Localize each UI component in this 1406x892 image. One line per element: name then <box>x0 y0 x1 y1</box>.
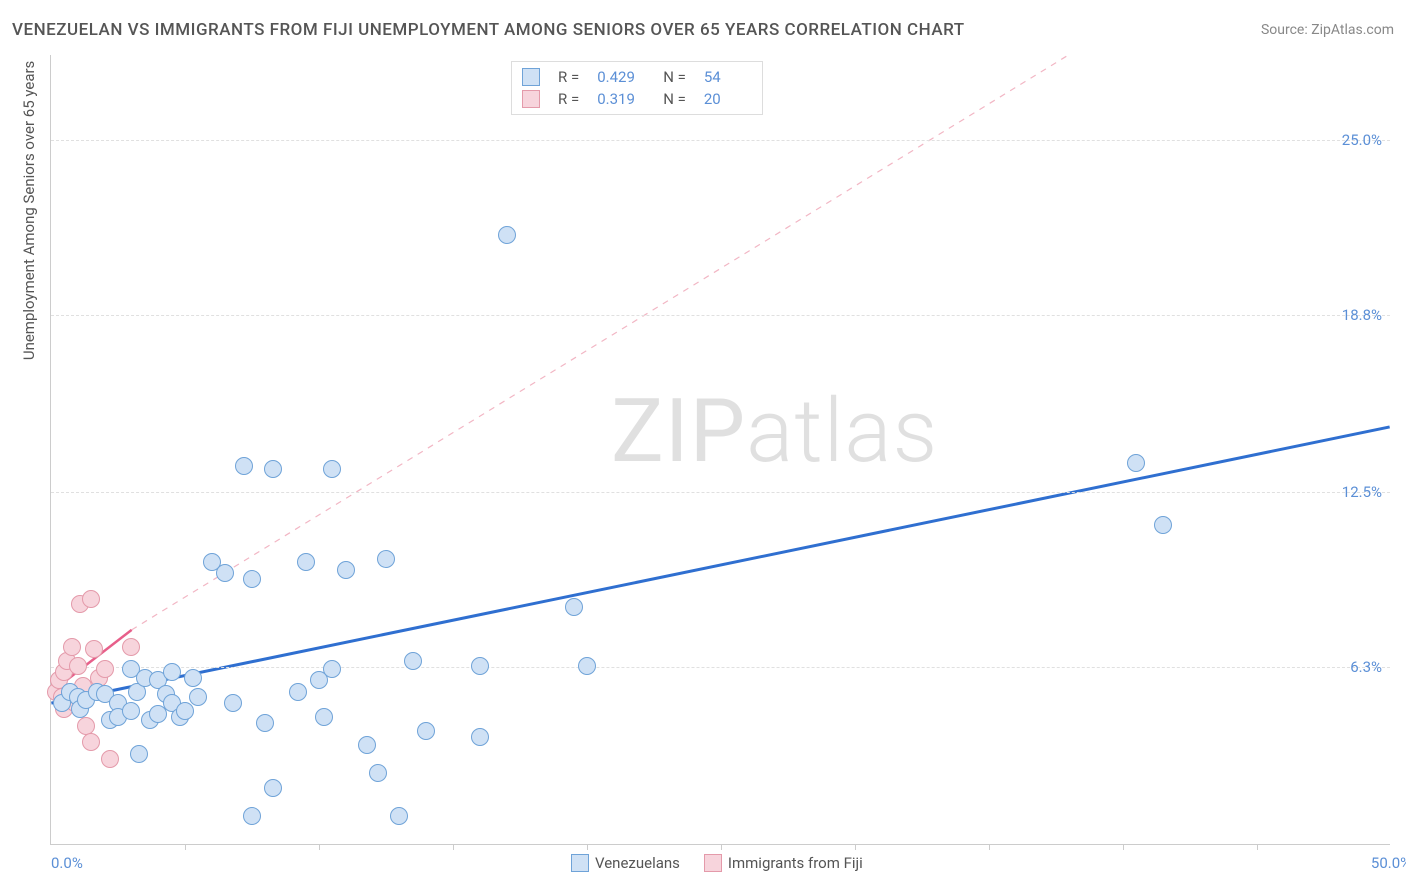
data-point <box>498 226 516 244</box>
stats-swatch-pink <box>522 90 540 108</box>
data-point <box>82 590 100 608</box>
data-point <box>264 779 282 797</box>
data-point <box>256 714 274 732</box>
data-point <box>377 550 395 568</box>
data-point <box>96 660 114 678</box>
data-point <box>578 657 596 675</box>
legend-swatch-blue <box>571 854 589 872</box>
r-value: 0.429 <box>597 68 645 86</box>
data-point <box>101 750 119 768</box>
y-tick-label: 18.8% <box>1342 306 1382 324</box>
x-tick <box>587 844 588 850</box>
data-point <box>243 807 261 825</box>
x-tick <box>721 844 722 850</box>
data-point <box>163 663 181 681</box>
data-point <box>369 764 387 782</box>
data-point <box>337 561 355 579</box>
x-tick <box>1257 844 1258 850</box>
watermark-atlas: atlas <box>746 380 938 483</box>
data-point <box>323 460 341 478</box>
legend-swatch-pink <box>704 854 722 872</box>
data-point <box>63 638 81 656</box>
x-tick-label: 50.0% <box>1371 854 1406 872</box>
gridline-h <box>51 315 1390 316</box>
x-tick-label: 0.0% <box>51 854 83 872</box>
n-value: 20 <box>704 90 752 108</box>
chart-title: VENEZUELAN VS IMMIGRANTS FROM FIJI UNEMP… <box>12 20 965 40</box>
watermark-zip: ZIP <box>611 380 746 483</box>
data-point <box>77 717 95 735</box>
data-point <box>176 702 194 720</box>
data-point <box>1154 516 1172 534</box>
watermark: ZIPatlas <box>611 380 938 483</box>
gridline-h <box>51 492 1390 493</box>
stats-row: R = 0.319 N = 20 <box>522 88 752 110</box>
n-label: N = <box>663 68 686 86</box>
data-point <box>122 638 140 656</box>
data-point <box>390 807 408 825</box>
data-point <box>235 457 253 475</box>
trend-lines <box>51 55 1390 844</box>
y-tick-label: 25.0% <box>1342 131 1382 149</box>
data-point <box>323 660 341 678</box>
stats-swatch-blue <box>522 68 540 86</box>
stats-box: R = 0.429 N = 54 R = 0.319 N = 20 <box>511 61 763 115</box>
data-point <box>243 570 261 588</box>
legend: Venezuelans Immigrants from Fiji <box>571 854 863 872</box>
gridline-h <box>51 140 1390 141</box>
data-point <box>1127 454 1145 472</box>
legend-item: Immigrants from Fiji <box>704 854 863 872</box>
data-point <box>471 657 489 675</box>
x-tick <box>185 844 186 850</box>
data-point <box>404 652 422 670</box>
data-point <box>417 722 435 740</box>
n-value: 54 <box>704 68 752 86</box>
data-point <box>289 683 307 701</box>
data-point <box>189 688 207 706</box>
data-point <box>69 657 87 675</box>
y-tick-label: 6.3% <box>1350 658 1382 676</box>
plot-area: ZIPatlas R = 0.429 N = 54 R = 0.319 N = … <box>50 55 1390 845</box>
legend-item: Venezuelans <box>571 854 680 872</box>
data-point <box>264 460 282 478</box>
data-point <box>82 733 100 751</box>
x-tick <box>989 844 990 850</box>
y-tick-label: 12.5% <box>1342 483 1382 501</box>
data-point <box>85 640 103 658</box>
source-label: Source: ZipAtlas.com <box>1261 22 1394 38</box>
data-point <box>224 694 242 712</box>
data-point <box>122 702 140 720</box>
r-value: 0.319 <box>597 90 645 108</box>
data-point <box>216 564 234 582</box>
y-axis-label: Unemployment Among Seniors over 65 years <box>20 61 38 360</box>
data-point <box>130 745 148 763</box>
x-tick <box>855 844 856 850</box>
data-point <box>315 708 333 726</box>
legend-label: Immigrants from Fiji <box>728 854 863 872</box>
r-label: R = <box>558 68 579 86</box>
n-label: N = <box>663 90 686 108</box>
data-point <box>358 736 376 754</box>
r-label: R = <box>558 90 579 108</box>
gridline-h <box>51 667 1390 668</box>
stats-row: R = 0.429 N = 54 <box>522 66 752 88</box>
data-point <box>184 669 202 687</box>
x-tick <box>319 844 320 850</box>
data-point <box>565 598 583 616</box>
data-point <box>297 553 315 571</box>
x-tick <box>453 844 454 850</box>
x-tick <box>1123 844 1124 850</box>
data-point <box>471 728 489 746</box>
legend-label: Venezuelans <box>595 854 680 872</box>
